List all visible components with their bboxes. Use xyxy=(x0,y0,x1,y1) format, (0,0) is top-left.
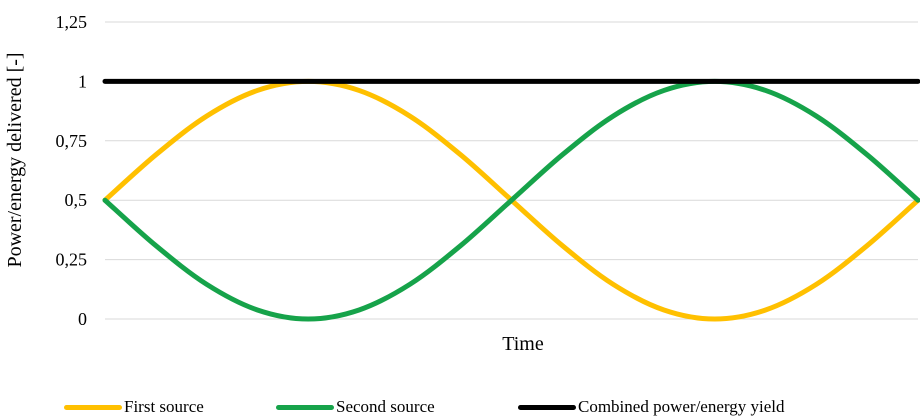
y-tick-label: 0 xyxy=(78,309,87,329)
y-tick-labels: 0 0,25 0,5 0,75 1 1,25 xyxy=(56,12,88,329)
legend-item-second-source: Second source xyxy=(276,396,435,418)
legend-item-combined: Combined power/energy yield xyxy=(518,396,784,418)
legend-label-first-source: First source xyxy=(124,397,204,416)
y-tick-label: 0,25 xyxy=(56,250,88,270)
gridlines xyxy=(105,21,918,320)
y-tick-label: 1,25 xyxy=(56,12,88,32)
legend: First source Second source Combined powe… xyxy=(0,396,920,418)
y-tick-label: 0,75 xyxy=(56,131,88,151)
y-tick-label: 0,5 xyxy=(65,190,88,210)
series-line-second-source xyxy=(102,78,920,322)
legend-item-first-source: First source xyxy=(64,396,204,418)
y-axis-label: Power/energy delivered [-] xyxy=(4,52,26,267)
legend-label-second-source: Second source xyxy=(336,397,435,416)
series-lines xyxy=(102,78,920,322)
x-axis-label: Time xyxy=(502,333,544,355)
legend-label-combined: Combined power/energy yield xyxy=(578,397,785,416)
legend-swatch-second-source xyxy=(276,404,334,410)
y-tick-label: 1 xyxy=(78,71,87,91)
legend-swatch-first-source xyxy=(64,404,122,410)
legend-swatch-combined xyxy=(518,404,576,410)
